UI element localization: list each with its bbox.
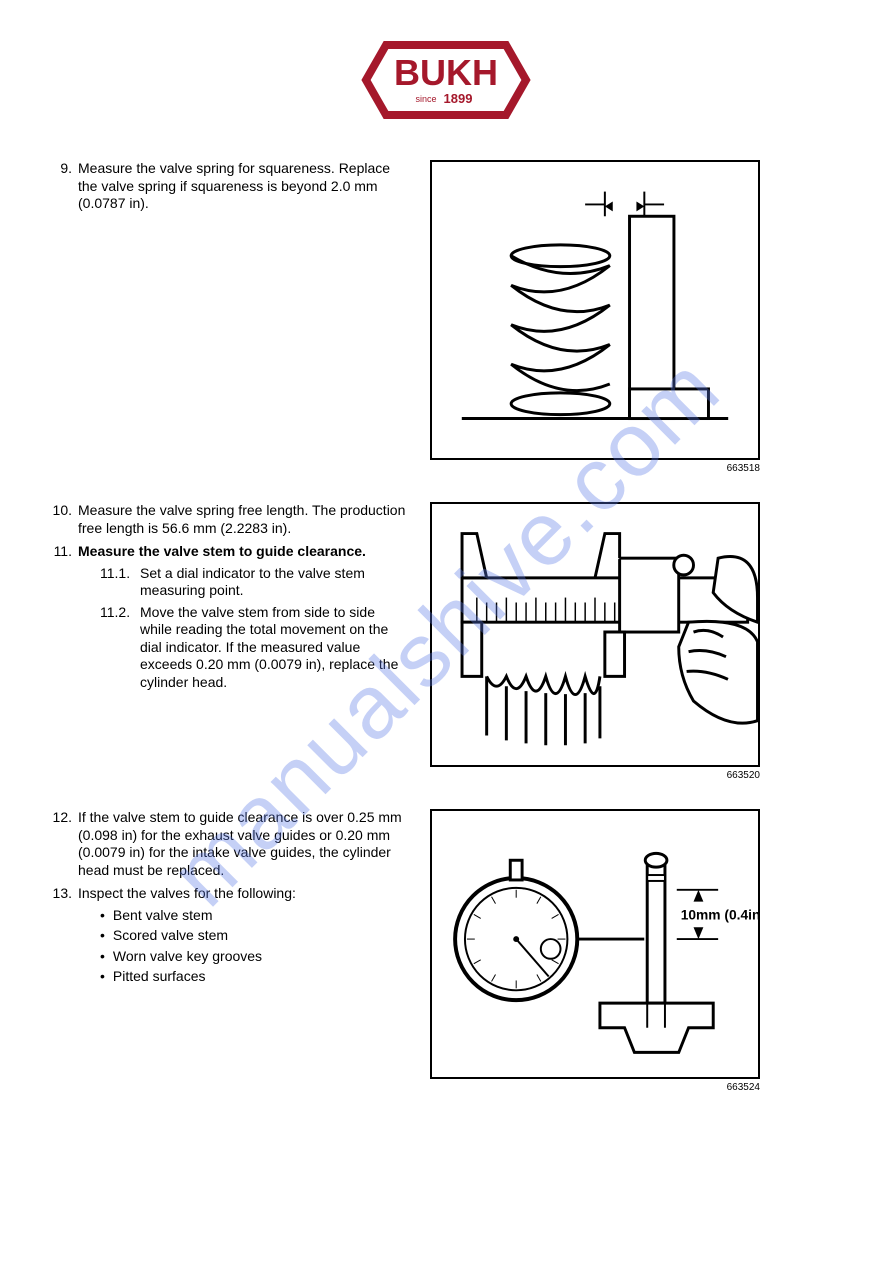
- text-column: 10. Measure the valve spring free length…: [50, 502, 430, 701]
- section-steps-12-13: 12. If the valve stem to guide clearance…: [50, 809, 842, 1113]
- bullet-item: Worn valve key grooves: [100, 948, 410, 966]
- step-text-bold: Measure the valve stem to guide clearanc…: [78, 543, 366, 559]
- step-text: Measure the valve spring for squareness.…: [78, 160, 410, 213]
- step-text: If the valve stem to guide clearance is …: [78, 809, 410, 879]
- step-number: 13.: [50, 885, 78, 989]
- bullet-item: Scored valve stem: [100, 927, 410, 945]
- step-12: 12. If the valve stem to guide clearance…: [50, 809, 410, 879]
- step-text: Measure the valve spring free length. Th…: [78, 502, 410, 537]
- substep-number: 11.2.: [100, 604, 140, 692]
- figure-squareness-diagram: [432, 162, 758, 458]
- substep-11-2: 11.2. Move the valve stem from side to s…: [100, 604, 410, 692]
- step-13: 13. Inspect the valves for the following…: [50, 885, 410, 989]
- bullet-item: Pitted surfaces: [100, 968, 410, 986]
- logo-brand: BUKH: [394, 52, 498, 93]
- step-body: Inspect the valves for the following: Be…: [78, 885, 410, 989]
- step-number: 12.: [50, 809, 78, 879]
- section-steps-10-11: 10. Measure the valve spring free length…: [50, 502, 842, 801]
- logo-container: BUKH since 1899: [50, 30, 842, 130]
- step-11: 11. Measure the valve stem to guide clea…: [50, 543, 410, 695]
- dimension-label: 10mm (0.4in): [681, 907, 758, 922]
- bukh-logo: BUKH since 1899: [346, 30, 546, 130]
- step-number: 10.: [50, 502, 78, 537]
- figure-column: 663518: [430, 160, 760, 494]
- step-10: 10. Measure the valve spring free length…: [50, 502, 410, 537]
- figure-1-number: 663518: [430, 463, 760, 474]
- substep-text: Move the valve stem from side to side wh…: [140, 604, 410, 692]
- figure-dial-indicator-diagram: 10mm (0.4in): [432, 811, 758, 1077]
- logo-since-year: 1899: [444, 91, 473, 106]
- section-step-9: 9. Measure the valve spring for squarene…: [50, 160, 842, 494]
- step-text: Inspect the valves for the following:: [78, 885, 296, 901]
- step-9: 9. Measure the valve spring for squarene…: [50, 160, 410, 213]
- step-number: 11.: [50, 543, 78, 695]
- step-body: Measure the valve stem to guide clearanc…: [78, 543, 410, 695]
- text-column: 12. If the valve stem to guide clearance…: [50, 809, 430, 995]
- figure-2-number: 663520: [430, 770, 760, 781]
- figure-3-number: 663524: [430, 1082, 760, 1093]
- substep-number: 11.1.: [100, 565, 140, 600]
- manual-page: manualshive.com BUKH since 1899 9. Measu…: [0, 0, 892, 1263]
- logo-since-label: since: [415, 94, 436, 104]
- step-number: 9.: [50, 160, 78, 213]
- figure-2-box: [430, 502, 760, 767]
- bullet-item: Bent valve stem: [100, 907, 410, 925]
- figure-caliper-diagram: [432, 504, 758, 765]
- figure-column: 663520: [430, 502, 760, 801]
- figure-1-box: [430, 160, 760, 460]
- text-column: 9. Measure the valve spring for squarene…: [50, 160, 430, 219]
- substep-text: Set a dial indicator to the valve stem m…: [140, 565, 410, 600]
- figure-3-box: 10mm (0.4in): [430, 809, 760, 1079]
- figure-column: 10mm (0.4in) 663524: [430, 809, 760, 1113]
- substep-11-1: 11.1. Set a dial indicator to the valve …: [100, 565, 410, 600]
